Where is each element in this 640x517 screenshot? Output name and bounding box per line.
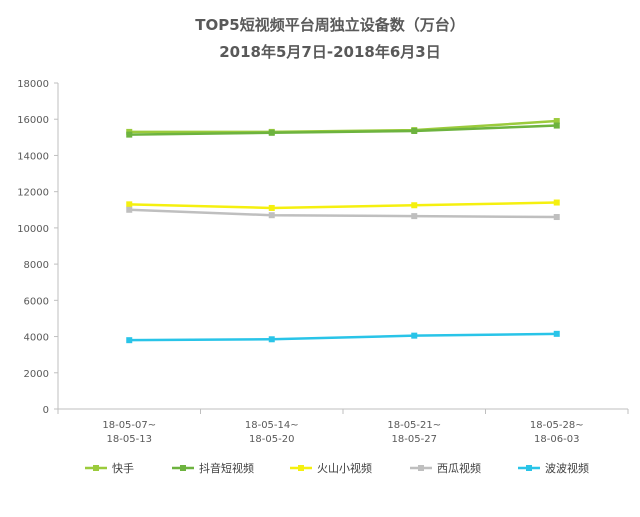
legend-label: 抖音短视频 <box>199 461 254 475</box>
legend-item: 快手 <box>85 461 134 475</box>
y-tick-label: 16000 <box>17 115 49 126</box>
series-3 <box>126 199 560 211</box>
legend-item: 西瓜视频 <box>410 461 481 475</box>
legend-label: 快手 <box>112 461 134 475</box>
data-point <box>553 330 560 337</box>
x-tick-label: 18-05-28~ <box>530 420 584 431</box>
x-tick-label: 18-05-13 <box>107 434 152 445</box>
series-5 <box>126 330 560 344</box>
data-point <box>553 118 560 125</box>
legend-marker <box>93 465 99 471</box>
data-point <box>553 122 560 129</box>
data-point <box>411 127 418 134</box>
data-point <box>553 214 560 221</box>
y-tick-label: 8000 <box>24 260 49 271</box>
x-tick-label: 18-06-03 <box>534 434 579 445</box>
legend-marker <box>526 465 532 471</box>
y-tick-label: 6000 <box>24 296 49 307</box>
data-point <box>126 337 133 344</box>
data-point <box>268 212 275 219</box>
y-tick-label: 18000 <box>17 79 49 90</box>
y-tick-label: 12000 <box>17 188 49 199</box>
legend: 快手 抖音短视频 火山小视频 西瓜视频 波波视频 <box>85 461 589 475</box>
legend-marker <box>418 465 424 471</box>
data-point <box>268 336 275 343</box>
legend-label: 波波视频 <box>545 461 589 475</box>
data-point <box>126 131 133 138</box>
legend-item: 火山小视频 <box>290 461 372 475</box>
chart-title: TOP5短视频平台周独立设备数（万台） <box>195 16 464 34</box>
data-point <box>126 201 133 208</box>
data-point <box>553 199 560 206</box>
legend-label: 火山小视频 <box>317 461 372 475</box>
series-2 <box>126 122 560 138</box>
legend-label: 西瓜视频 <box>437 461 481 475</box>
data-point <box>268 129 275 136</box>
y-tick-label: 4000 <box>24 333 49 344</box>
axes: 0 2000 4000 6000 8000 10000 12000 14000 16000 180… <box>17 79 629 445</box>
data-point <box>126 206 133 213</box>
data-point <box>411 332 418 339</box>
series-line <box>129 124 557 136</box>
data-point <box>411 213 418 220</box>
y-tick-label: 10000 <box>17 224 49 235</box>
x-tick-label: 18-05-27 <box>392 434 437 445</box>
y-tick-label: 2000 <box>24 369 49 380</box>
series-4 <box>126 206 560 221</box>
data-point <box>411 202 418 209</box>
y-tick-label: 14000 <box>17 151 49 162</box>
legend-item: 波波视频 <box>518 461 589 475</box>
series-layer <box>126 118 560 344</box>
x-tick-label: 18-05-07~ <box>102 420 156 431</box>
y-tick-label: 0 <box>43 405 49 416</box>
series-line <box>129 201 557 210</box>
x-tick-label: 18-05-14~ <box>245 420 299 431</box>
data-point <box>268 204 275 211</box>
series-line <box>129 208 557 219</box>
chart-subtitle: 2018年5月7日-2018年6月3日 <box>219 43 440 61</box>
x-tick-label: 18-05-20 <box>249 434 294 445</box>
series-line <box>129 332 557 342</box>
legend-marker <box>180 465 186 471</box>
x-tick-label: 18-05-21~ <box>387 420 441 431</box>
series-line <box>129 119 557 134</box>
legend-marker <box>298 465 304 471</box>
legend-item: 抖音短视频 <box>172 461 254 475</box>
